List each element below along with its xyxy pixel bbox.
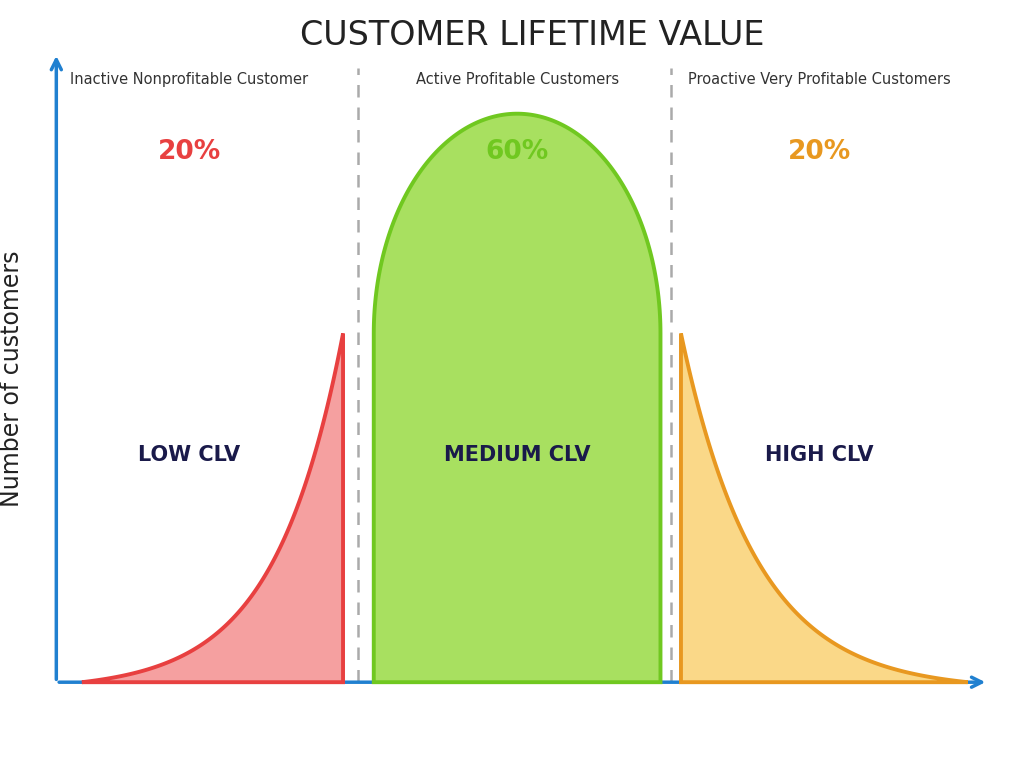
Polygon shape bbox=[82, 334, 343, 682]
Text: 20%: 20% bbox=[158, 139, 221, 164]
Text: Inactive Nonprofitable Customer: Inactive Nonprofitable Customer bbox=[71, 72, 308, 87]
Text: LOW CLV: LOW CLV bbox=[138, 445, 241, 465]
Polygon shape bbox=[681, 334, 968, 682]
Text: Number of customers: Number of customers bbox=[0, 251, 25, 507]
Text: Proactive Very Profitable Customers: Proactive Very Profitable Customers bbox=[688, 72, 950, 87]
Text: MEDIUM CLV: MEDIUM CLV bbox=[443, 445, 591, 465]
Text: Active Profitable Customers: Active Profitable Customers bbox=[416, 72, 618, 87]
Text: HIGH CLV: HIGH CLV bbox=[765, 445, 873, 465]
Polygon shape bbox=[374, 114, 660, 682]
Text: CUSTOMER LIFETIME VALUE: CUSTOMER LIFETIME VALUE bbox=[300, 19, 765, 52]
Text: 60%: 60% bbox=[485, 139, 549, 164]
Text: 20%: 20% bbox=[787, 139, 851, 164]
